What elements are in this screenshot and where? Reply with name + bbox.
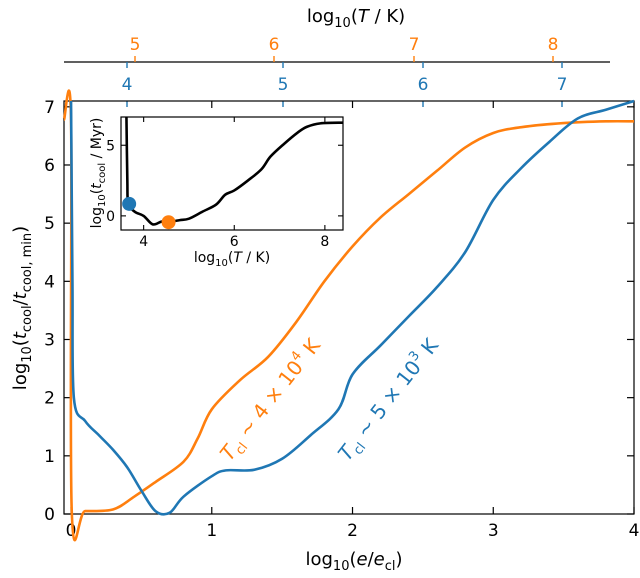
inset-x-tick-label: 4 [139,234,148,250]
blue-tick-label: 7 [557,75,568,95]
main-x-axis-label: log10(e/ecl) [305,549,402,574]
inset-y-tick-label: 5 [106,138,115,154]
blue-tick-label: 4 [122,75,133,95]
main-y-axis-label: log10(tcool/tcool, min) [10,226,35,390]
x-tick-label: 1 [206,521,217,541]
orange-tick-label: 6 [269,35,280,55]
y-tick-label: 2 [44,389,55,409]
x-tick-label: 2 [347,521,358,541]
blue-tick-label: 6 [418,75,429,95]
main-plot-frame [63,100,635,515]
y-tick-label: 6 [44,156,55,176]
x-tick-label: 4 [629,521,640,541]
orange-tick-label: 5 [130,35,141,55]
y-tick-label: 5 [44,214,55,234]
x-tick-label: 3 [488,521,499,541]
x-tick-label: 0 [66,521,77,541]
inset-axis-ticks: 4 6 8 0 5 [106,117,343,250]
inset-series [122,116,344,230]
series-line-orange [62,89,635,542]
y-tick-label: 0 [44,505,55,525]
y-tick-label: 3 [44,330,55,350]
y-tick-label: 4 [44,272,55,292]
orange-tick-label: 7 [409,35,420,55]
inset-x-axis-label: log10(T / K) [194,250,270,269]
annotation-blue: Tcl ~ 5 × 103 K [332,332,446,467]
main-series [62,89,635,542]
orange-temperature-ticks: 5 6 7 8 [130,35,559,62]
inset-marker-blue [122,196,137,211]
inset-frame [120,116,344,231]
top-axes: log10(T / K) 5 6 7 8 4 5 6 7 [64,6,610,107]
inset-cooling-curve [125,116,344,226]
series-line-blue [69,99,635,516]
orange-tick-label: 8 [548,35,559,55]
inset-y-tick-label: 0 [106,209,115,225]
inset-plot: 4 6 805 log10(T / K) log10(tcool / Myr) [89,116,344,269]
inset-x-tick-label: 6 [230,234,239,250]
top-axis-title: log10(T / K) [307,6,405,31]
main-axis-ticks: 0 1 2 3 4 0 1 2 3 4 5 6 7 [44,98,639,541]
blue-temperature-ticks: 4 5 6 7 [122,62,568,107]
y-tick-label: 1 [44,447,55,467]
inset-x-tick-label: 8 [320,234,329,250]
y-tick-label: 7 [44,98,55,118]
blue-tick-label: 5 [278,75,289,95]
inset-marker-orange [161,215,176,230]
